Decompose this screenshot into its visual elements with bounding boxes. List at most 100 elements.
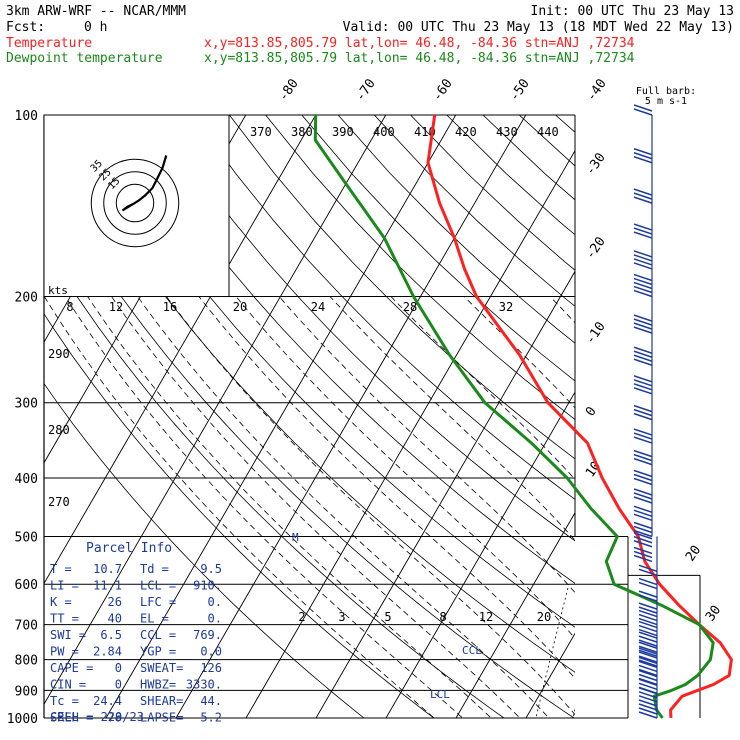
wind-barb-flag: [633, 318, 653, 326]
dry-adiabat: [192, 115, 575, 500]
wind-barb-flag: [633, 326, 653, 334]
dry-adiabat: [301, 115, 575, 382]
dry-adiabat: [44, 382, 365, 718]
theta-label: 280: [48, 423, 70, 437]
wind-barb-flag: [638, 624, 658, 633]
wind-barb-flag: [633, 457, 653, 466]
wind-barb-flag: [638, 673, 658, 682]
dry-adiabat: [156, 115, 575, 542]
mixing-ratio-label: 24: [311, 300, 325, 314]
mixing-ratio-label: 8: [66, 300, 73, 314]
wind-barb-flag: [633, 532, 653, 540]
mixing-ratio-label: 28: [403, 300, 417, 314]
wind-barb-flag: [638, 631, 658, 639]
wind-barb-flag: [633, 477, 653, 486]
parcel-value: 910.: [193, 579, 222, 593]
wind-barb-flag: [638, 577, 658, 586]
wind-barb-flag: [638, 677, 658, 686]
mixing-ratio-label: 32: [499, 300, 513, 314]
theta-e-label: 420: [455, 125, 477, 139]
isotherm: [105, 115, 457, 718]
mixing-ratio-line: [572, 707, 575, 718]
wind-barb-flag: [633, 412, 653, 421]
lcl-marker: LCL: [430, 688, 450, 701]
wind-barb: [633, 488, 653, 504]
parcel-value: 6.5: [100, 628, 122, 642]
pressure-label: 100: [15, 109, 38, 124]
top-isotherm-label: -50: [507, 76, 533, 104]
wind-barb-flag: [638, 691, 658, 699]
moist-adiabat: [198, 296, 575, 680]
temperature-profile: [426, 114, 733, 719]
full-barb-units: 5 m s-1: [645, 96, 687, 107]
parcel-value: 0: [115, 678, 122, 692]
hodograph-ring: [115, 183, 155, 223]
moist-adiabat: [390, 296, 575, 480]
parcel-value: 0.: [208, 595, 222, 609]
hodograph-ring: [90, 158, 180, 248]
dry-adiabat: [229, 115, 575, 460]
wind-barb: [633, 469, 653, 486]
parcel-value: 0: [115, 661, 122, 675]
wind-barb-flag: [633, 536, 653, 544]
wind-barb-flag: [633, 231, 653, 239]
wind-barb-flag: [638, 668, 658, 677]
wind-barb-flag: [633, 379, 653, 387]
wind-barb-flag: [638, 564, 658, 573]
wind-barb-flag: [638, 645, 658, 653]
wind-barb-flag: [633, 432, 653, 440]
parcel-value: 0.: [208, 612, 222, 626]
pressure-label: 500: [15, 530, 38, 545]
wind-barb-flag: [633, 383, 653, 391]
dry-adiabat: [482, 115, 575, 201]
wind-barb-flag: [638, 656, 658, 665]
parcel-key: Tc =: [50, 694, 79, 708]
isotherm: [44, 115, 317, 585]
parcel-key: T =: [50, 562, 72, 576]
wind-barb-flag: [633, 108, 653, 116]
parcel-key: CCL =: [140, 628, 176, 642]
parcel-value: 78: [108, 711, 122, 725]
wind-barb-flag: [633, 449, 653, 458]
theta-label: 290: [48, 347, 70, 361]
right-isotherm-label: 20: [683, 543, 704, 564]
dry-adiabat: [44, 243, 505, 718]
parcel-key: TT =: [50, 612, 79, 626]
moist-adiabat: [329, 296, 575, 541]
wind-barb-flag: [633, 350, 653, 358]
wind-barb-flag: [633, 554, 653, 563]
wind-barb-flag: [638, 590, 658, 598]
wind-barb-flag: [633, 521, 653, 530]
wind-barb-flag: [633, 496, 653, 504]
wind-barb-flag: [633, 273, 653, 282]
wind-barb-flag: [633, 285, 653, 294]
wind-barb-flag: [633, 436, 653, 444]
wind-barb-flag: [633, 492, 653, 500]
wind-barb-flag: [633, 473, 653, 482]
parcel-key: HWBZ=: [140, 678, 176, 692]
dry-adiabat: [700, 115, 740, 731]
parcel-info-table: T = 10.7 Td = 9.5 LI = 11.1 LCL = 910. K = 26 LFC …: [50, 562, 222, 725]
wind-barb-flag: [633, 546, 653, 555]
wind-barb-flag: [638, 659, 658, 667]
wind-barb-flag: [633, 104, 653, 112]
moist-adiabat: [44, 296, 435, 718]
ccl-marker: CCL: [462, 644, 482, 657]
parcel-key: SREH =: [50, 711, 93, 725]
wind-barb: [633, 314, 653, 334]
isotherm: [385, 391, 575, 718]
parcel-cell: CELL = 220/23: [50, 710, 144, 724]
wind-barb-flag: [638, 660, 658, 669]
full-barb-label: Full barb:: [636, 86, 696, 97]
init-time: Init: 00 UTC Thu 23 May 13: [531, 4, 735, 19]
mixing-ratio-label: 16: [163, 300, 177, 314]
wind-barb-flag: [633, 509, 653, 517]
wind-barb-flag: [633, 488, 653, 496]
dry-adiabat: [265, 115, 575, 420]
dewpoint-profile: [313, 114, 715, 719]
wind-barb-flag: [638, 682, 658, 691]
wind-barb-flag: [638, 613, 658, 622]
parcel-key: PW =: [50, 645, 79, 659]
pressure-label: 700: [15, 619, 38, 634]
